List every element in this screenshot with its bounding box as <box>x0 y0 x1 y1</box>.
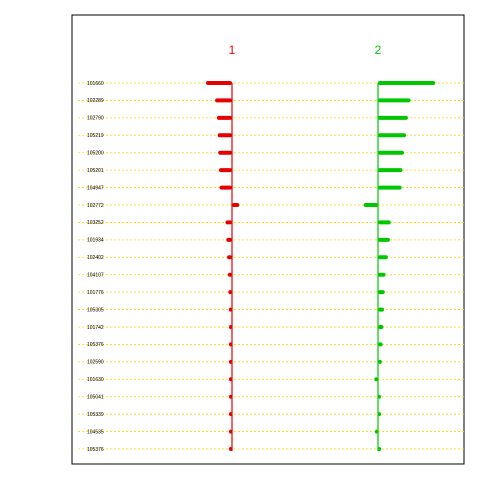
bar <box>229 447 232 451</box>
bar <box>378 359 382 364</box>
bar <box>206 81 232 85</box>
bar <box>378 237 390 242</box>
bar <box>374 377 378 382</box>
row-label: 105219 <box>87 133 104 139</box>
bar <box>378 98 411 103</box>
row-label: 101742 <box>87 325 104 331</box>
bar <box>232 203 240 207</box>
row-label: 101660 <box>87 81 104 87</box>
bar <box>378 115 408 120</box>
bar <box>227 272 232 277</box>
bar <box>378 185 402 190</box>
bar <box>363 203 378 207</box>
bar <box>229 377 232 382</box>
bar <box>219 168 232 173</box>
row-label: 105201 <box>87 168 104 174</box>
bar <box>218 150 232 155</box>
bar <box>229 325 232 329</box>
bar <box>378 150 404 155</box>
row-label: 102590 <box>87 360 104 366</box>
bar <box>378 81 436 85</box>
column-label: 2 <box>375 43 382 57</box>
row-label: 102402 <box>87 255 104 261</box>
row-label: 103252 <box>87 220 104 226</box>
row-label: 105376 <box>87 342 104 348</box>
bar <box>378 272 386 277</box>
row-label: 105376 <box>87 447 104 453</box>
bar <box>378 133 407 138</box>
bar <box>216 115 232 120</box>
row-label: 101630 <box>87 377 104 383</box>
bar <box>378 412 381 417</box>
column-label: 1 <box>229 43 236 57</box>
row-label: 101776 <box>87 290 104 296</box>
row-label: 102772 <box>87 203 104 209</box>
column-1: 1 <box>206 43 240 451</box>
bar <box>375 429 378 434</box>
bar <box>229 429 232 434</box>
row-labels: 101660 102289 102790 105219 105200 105201 1049… <box>87 81 104 453</box>
bar <box>226 237 232 242</box>
row-label: 104947 <box>87 185 104 191</box>
bar <box>378 325 384 329</box>
bar <box>378 255 388 260</box>
row-label: 105041 <box>87 395 104 401</box>
bar <box>228 290 232 295</box>
bar <box>378 394 381 399</box>
bar <box>229 359 232 364</box>
row-label: 102289 <box>87 98 104 104</box>
bar <box>378 220 391 225</box>
bar <box>229 342 232 347</box>
row-label: 104535 <box>87 429 104 435</box>
bar <box>229 394 232 399</box>
bar <box>378 290 385 295</box>
bar <box>219 185 232 190</box>
bar <box>378 168 403 173</box>
bar <box>378 447 381 451</box>
bar <box>228 307 232 312</box>
bar <box>225 220 232 225</box>
bar <box>227 255 232 260</box>
row-label: 105305 <box>87 307 104 313</box>
bar <box>378 307 384 312</box>
bar <box>215 98 232 103</box>
bar <box>378 342 383 347</box>
row-label: 104107 <box>87 273 104 279</box>
row-label: 102790 <box>87 116 104 122</box>
row-label: 101934 <box>87 238 104 244</box>
bar <box>229 412 232 417</box>
guide-lines <box>78 82 464 450</box>
column-2: 2 <box>363 43 436 451</box>
row-label: 105339 <box>87 412 104 418</box>
bar <box>217 133 232 138</box>
row-label: 105200 <box>87 151 104 157</box>
